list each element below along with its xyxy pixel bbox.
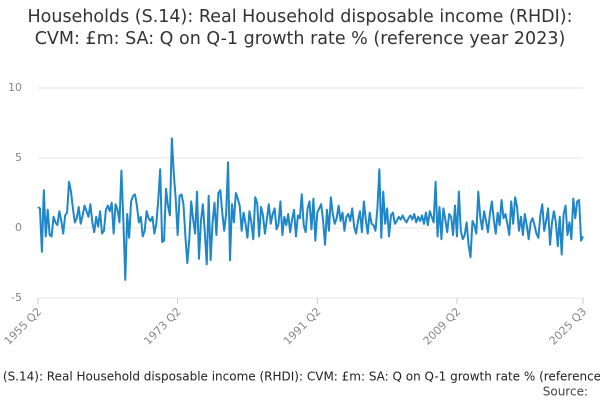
y-tick-label: 10 <box>8 81 22 94</box>
x-tick-label: 2009 Q2 <box>421 305 464 348</box>
source: Source: <box>543 385 588 399</box>
x-tick-label: 2025 Q3 <box>547 305 590 348</box>
x-tick-label: 1955 Q2 <box>2 305 45 348</box>
chart-title: Households (S.14): Real Household dispos… <box>27 7 573 49</box>
x-tick-label: 1973 Q2 <box>141 305 184 348</box>
legend-entry: Households (S.14): Real Household dispos… <box>0 370 600 384</box>
series-line <box>37 137 584 281</box>
y-tick-label: 5 <box>15 151 22 164</box>
y-tick-label: -5 <box>11 291 22 304</box>
y-tick-label: 0 <box>15 221 22 234</box>
x-tick-label: 1991 Q2 <box>281 305 324 348</box>
